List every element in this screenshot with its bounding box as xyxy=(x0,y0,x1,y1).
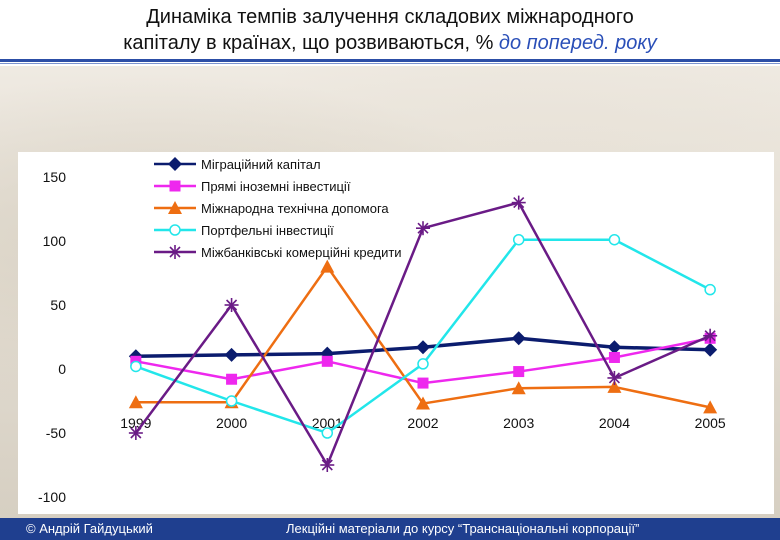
diamond-marker xyxy=(416,340,430,355)
square-marker xyxy=(169,180,181,192)
title-main: капіталу в країнах, що розвиваються, % xyxy=(123,32,499,54)
circle-marker xyxy=(225,395,238,407)
square-marker xyxy=(513,366,525,378)
circle-marker xyxy=(169,224,181,236)
star-marker xyxy=(511,195,526,210)
title-line-2: капіталу в країнах, що розвиваються, % д… xyxy=(0,30,780,56)
y-tick-label: 150 xyxy=(43,169,67,185)
x-tick-label: 2003 xyxy=(503,415,534,431)
footer-author: © Андрій Гайдуцький xyxy=(26,521,153,536)
triangle-marker xyxy=(320,259,335,273)
circle-marker xyxy=(512,233,525,246)
triangle-marker xyxy=(416,396,430,410)
y-tick-label: -100 xyxy=(38,489,66,505)
footer-course: Лекційні матеріали до курсу “Транснаціон… xyxy=(286,521,640,536)
diamond-marker xyxy=(703,342,718,357)
star-marker xyxy=(128,426,143,440)
legend-label-2: Прямі іноземні інвестиції xyxy=(201,179,351,194)
circle-marker xyxy=(417,358,429,370)
triangle-marker xyxy=(511,381,526,395)
star-marker xyxy=(320,458,335,472)
diamond-marker xyxy=(320,346,335,361)
circle-marker xyxy=(321,427,334,439)
circle-marker xyxy=(704,283,716,296)
diamond-marker xyxy=(607,340,622,355)
footer-bar: © Андрій Гайдуцький Лекційні матеріали д… xyxy=(0,518,780,540)
square-marker xyxy=(608,351,620,363)
triangle-marker xyxy=(128,395,143,409)
title-line-1: Динаміка темпів залучення складових міжн… xyxy=(146,6,634,28)
y-tick-label: 100 xyxy=(43,233,67,249)
legend-label-3: Міжнародна технічна допомога xyxy=(201,201,389,216)
x-tick-label: 2004 xyxy=(599,415,630,431)
diamond-marker xyxy=(224,347,239,362)
title-rule xyxy=(0,59,780,62)
y-tick-label: 50 xyxy=(50,297,66,313)
square-marker xyxy=(321,355,333,367)
star-marker xyxy=(416,221,430,236)
triangle-marker xyxy=(168,201,182,214)
star-marker xyxy=(224,298,239,312)
y-tick-label: 0 xyxy=(58,361,66,377)
page-title: Динаміка темпів залучення складових міжн… xyxy=(0,4,780,56)
square-marker xyxy=(417,377,429,389)
circle-marker xyxy=(608,233,621,246)
triangle-marker xyxy=(703,400,718,414)
star-marker xyxy=(703,328,718,343)
x-tick-label: 1999 xyxy=(120,415,151,431)
legend-label-1: Міграційний капітал xyxy=(201,157,321,172)
title-subtitle: до поперед. року xyxy=(498,32,657,54)
star-marker xyxy=(168,245,182,259)
square-marker xyxy=(226,373,238,385)
legend-label-4: Портфельні інвестиції xyxy=(201,223,334,238)
circle-marker xyxy=(130,360,142,373)
star-marker xyxy=(607,370,622,385)
chart-panel: 150 100 50 0 -50 -100 1999 2000 2001 2002 2003 2004… xyxy=(18,152,774,514)
x-tick-label: 2005 xyxy=(695,415,726,431)
diamond-marker xyxy=(511,331,526,346)
y-tick-label: -50 xyxy=(46,425,66,441)
triangle-marker xyxy=(607,379,622,393)
diamond-marker xyxy=(168,157,182,171)
title-rule-thin xyxy=(0,63,780,64)
x-tick-label: 2000 xyxy=(216,415,247,431)
legend-label-5: Міжбанківські комерційні кредити xyxy=(201,245,402,260)
x-tick-label: 2002 xyxy=(407,415,438,431)
